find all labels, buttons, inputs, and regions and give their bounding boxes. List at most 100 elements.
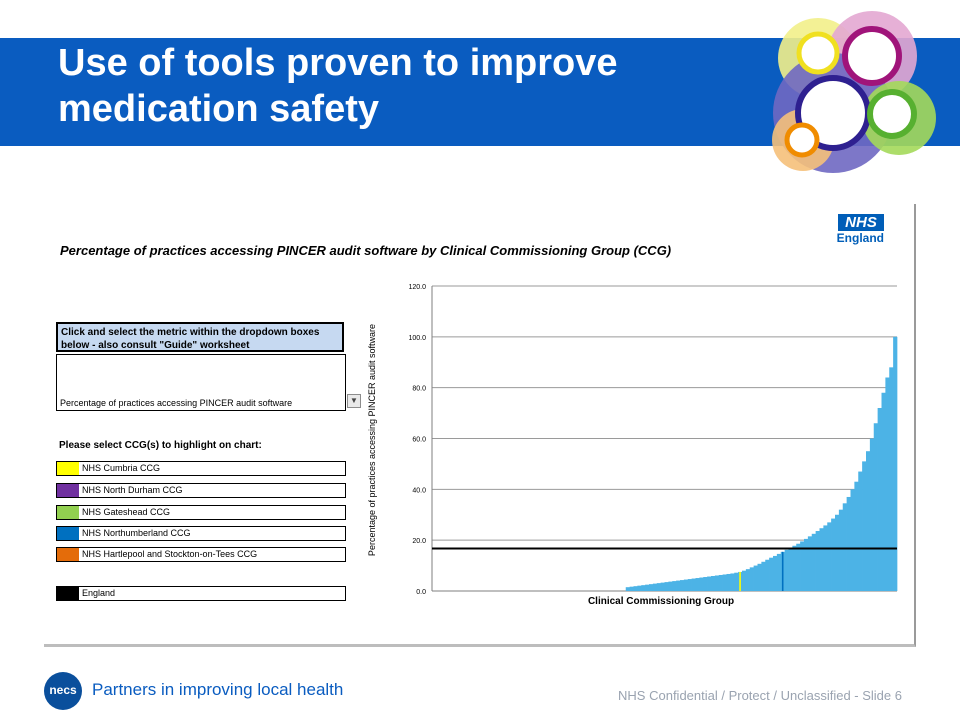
bar xyxy=(676,580,681,591)
y-tick-label: 100.0 xyxy=(408,335,426,342)
slide-title: Use of tools proven to improve medicatio… xyxy=(58,42,618,130)
ccg-name: NHS North Durham CCG xyxy=(82,485,183,495)
bar xyxy=(850,489,855,591)
metric-dropdown[interactable]: Percentage of practices accessing PINCER… xyxy=(56,354,346,411)
nhs-logo-wordmark: England xyxy=(836,231,884,245)
bar xyxy=(629,586,634,591)
ccg-color-swatch xyxy=(57,462,79,475)
bar xyxy=(831,518,836,591)
bar xyxy=(722,574,727,591)
chart-heading: Percentage of practices accessing PINCER… xyxy=(60,243,672,258)
bar xyxy=(637,585,642,591)
bar xyxy=(726,573,731,591)
ccg-select-gateshead[interactable]: NHS Gateshead CCG xyxy=(56,505,346,520)
bar xyxy=(823,525,828,591)
ccg-select-northumberland[interactable]: NHS Northumberland CCG xyxy=(56,526,346,541)
ccg-color-swatch xyxy=(57,506,79,519)
bar xyxy=(707,576,712,591)
bar xyxy=(718,574,723,591)
chart-panel xyxy=(44,204,916,647)
bar xyxy=(703,577,708,591)
ccg-name: NHS Northumberland CCG xyxy=(82,528,191,538)
x-axis-label: Clinical Commissioning Group xyxy=(588,596,734,607)
bar xyxy=(846,496,851,591)
bar xyxy=(765,559,770,591)
y-tick-label: 0.0 xyxy=(416,589,426,596)
bar xyxy=(641,585,646,591)
bar xyxy=(753,565,758,591)
bar xyxy=(691,578,696,591)
y-tick-label: 120.0 xyxy=(408,284,426,291)
bar xyxy=(877,408,882,591)
nhs-logo-box: NHS xyxy=(838,214,884,231)
bar xyxy=(819,528,824,591)
bar xyxy=(649,584,654,591)
bar xyxy=(664,582,669,591)
dropdown-arrow-icon[interactable]: ▼ xyxy=(347,394,361,408)
bar xyxy=(792,545,797,591)
ccg-color-swatch xyxy=(57,548,79,561)
bar xyxy=(804,538,809,591)
bar xyxy=(683,579,689,591)
ccg-name: England xyxy=(82,588,116,598)
ccg-select-cumbria[interactable]: NHS Cumbria CCG xyxy=(56,461,346,476)
necs-logo: necs xyxy=(44,672,82,710)
metric-dropdown-value: Percentage of practices accessing PINCER… xyxy=(60,398,293,408)
bar-chart: 0.0 20.0 40.0 60.0 80.0 100.0 120.0 Percentage… xyxy=(367,284,898,607)
bar xyxy=(869,438,875,591)
bar xyxy=(773,555,778,591)
ccg-name: NHS Gateshead CCG xyxy=(82,507,171,517)
bar xyxy=(885,377,890,591)
bar xyxy=(858,471,863,591)
bar xyxy=(788,547,793,591)
bar xyxy=(645,584,650,591)
ccg-select-england[interactable]: England xyxy=(56,586,346,601)
bar xyxy=(862,461,867,591)
bar xyxy=(652,583,658,591)
bar xyxy=(680,580,685,591)
nhs-england-logo: NHS England xyxy=(826,214,886,245)
bar xyxy=(633,586,638,591)
bar xyxy=(730,573,735,591)
bar xyxy=(711,576,716,591)
bar xyxy=(672,581,677,591)
bar xyxy=(769,557,774,591)
bar xyxy=(714,575,720,591)
y-tick-label: 80.0 xyxy=(412,386,426,393)
bar xyxy=(734,572,739,591)
bar xyxy=(842,503,847,591)
y-tick-label: 20.0 xyxy=(412,538,426,545)
bar xyxy=(835,514,840,591)
y-tick-label: 60.0 xyxy=(412,437,426,444)
bar xyxy=(881,392,886,591)
ccg-name: NHS Hartlepool and Stockton-on-Tees CCG xyxy=(82,549,258,559)
ccg-color-swatch xyxy=(57,587,79,600)
bar xyxy=(776,553,782,591)
bar xyxy=(796,543,801,591)
y-tick-label: 40.0 xyxy=(412,487,426,494)
bar xyxy=(807,536,813,591)
bar xyxy=(749,567,754,591)
bar xyxy=(800,541,805,591)
bar xyxy=(854,481,859,591)
bar xyxy=(699,577,704,591)
ccg-color-swatch xyxy=(57,527,79,540)
bar xyxy=(742,570,747,591)
bar xyxy=(745,569,751,591)
ccg-name: NHS Cumbria CCG xyxy=(82,463,161,473)
bar xyxy=(889,367,894,591)
bar xyxy=(757,563,762,591)
bar xyxy=(784,549,789,591)
ccg-select-north-durham[interactable]: NHS North Durham CCG xyxy=(56,483,346,498)
bar xyxy=(811,533,816,591)
ccg-select-label: Please select CCG(s) to highlight on cha… xyxy=(59,440,262,451)
bar xyxy=(815,531,820,591)
bar xyxy=(827,522,832,591)
bar xyxy=(625,587,630,591)
confidentiality-label: NHS Confidential / Protect / Unclassifie… xyxy=(618,688,902,703)
ccg-select-hartlepool-stockton[interactable]: NHS Hartlepool and Stockton-on-Tees CCG xyxy=(56,547,346,562)
instructions-box: Click and select the metric within the d… xyxy=(56,322,344,352)
bar xyxy=(660,582,665,591)
footer-tagline: Partners in improving local health xyxy=(92,680,344,699)
bar xyxy=(893,336,898,591)
